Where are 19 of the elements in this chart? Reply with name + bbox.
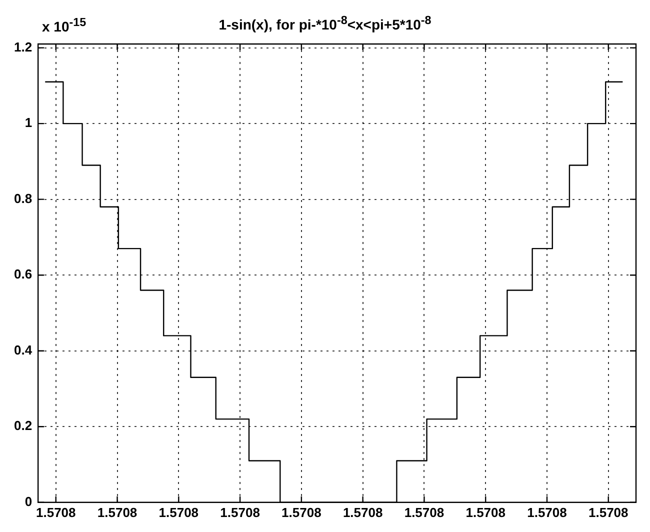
x-tick-label: 1.5708: [342, 504, 383, 520]
x-tick-label: 1.5708: [97, 504, 138, 520]
x-tick-label: 1.5708: [282, 504, 322, 520]
y-tick-label: 1.2: [14, 39, 32, 54]
x-tick-label: 1.5708: [404, 504, 444, 520]
chart-title: 1-sin(x), for pi-*10$^{-8}$<x<pi+5*10$^{-8}$: [218, 14, 432, 33]
y-tick-label: 0: [24, 494, 32, 509]
x-tick-label: 1.5708: [466, 504, 506, 520]
y-tick-label: 0.6: [14, 266, 32, 282]
y-tick-label: 1: [24, 115, 32, 130]
text: x 10$^{-15}$: [42, 16, 86, 35]
y-tick-label: 0.2: [14, 418, 32, 434]
y-tick-label: 0.8: [14, 190, 32, 206]
y-tick-label: 0.4: [14, 342, 33, 358]
x-tick-label: 1.5708: [158, 504, 199, 520]
x-tick-label: 1.5708: [36, 504, 76, 520]
x-tick-label: 1.5708: [527, 504, 567, 520]
x-tick-label: 1.5708: [588, 504, 628, 520]
x-tick-label: 1.5708: [220, 504, 260, 520]
